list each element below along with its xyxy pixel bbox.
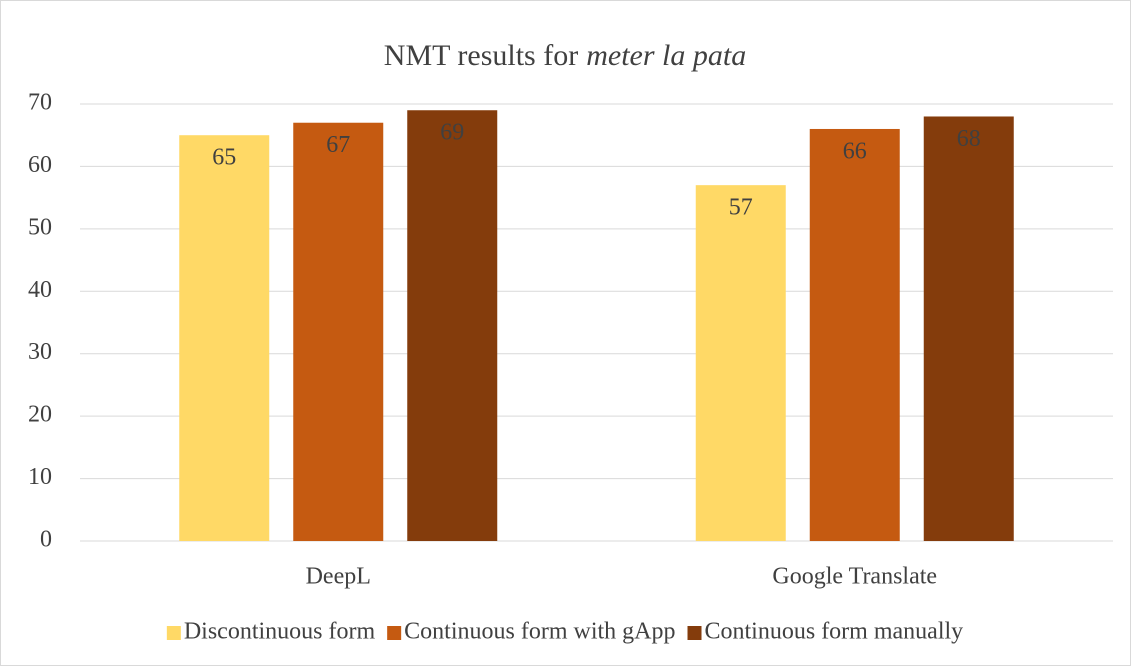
y-tick-label: 40 (28, 277, 52, 303)
legend-swatch (387, 626, 402, 640)
x-tick-label: DeepL (306, 564, 371, 590)
y-tick-label: 20 (28, 402, 52, 428)
title-italic: meter la pata (586, 39, 746, 72)
bar (695, 185, 786, 541)
y-tick-label: 60 (28, 152, 52, 178)
legend-item: Discontinuous form (166, 619, 376, 645)
data-label: 57 (729, 195, 753, 221)
legend-item: Continuous form with gApp (387, 619, 676, 645)
data-label: 67 (326, 132, 350, 158)
bar (179, 135, 270, 541)
legend-label: Continuous form manually (705, 619, 964, 645)
legend-swatch (166, 626, 181, 640)
data-label: 68 (957, 126, 981, 152)
data-label: 69 (440, 120, 464, 146)
data-label: 66 (843, 138, 867, 164)
x-tick-label: Google Translate (772, 564, 937, 590)
legend-item: Continuous form manually (687, 619, 964, 645)
y-tick-label: 70 (28, 90, 52, 116)
legend-label: Discontinuous form (184, 619, 376, 645)
bar (407, 110, 498, 541)
y-tick-label: 10 (28, 464, 52, 490)
bar (923, 116, 1014, 541)
bar (293, 122, 384, 541)
legend-label: Continuous form with gApp (404, 619, 675, 645)
data-label: 65 (212, 145, 236, 171)
y-tick-label: 50 (28, 214, 52, 240)
y-tick-label: 0 (40, 527, 52, 553)
bar (809, 128, 900, 541)
chart-title: NMT results for meter la pata (384, 39, 746, 72)
legend-swatch (687, 626, 702, 640)
title-text: NMT results for (384, 39, 578, 72)
y-tick-label: 30 (28, 339, 52, 365)
